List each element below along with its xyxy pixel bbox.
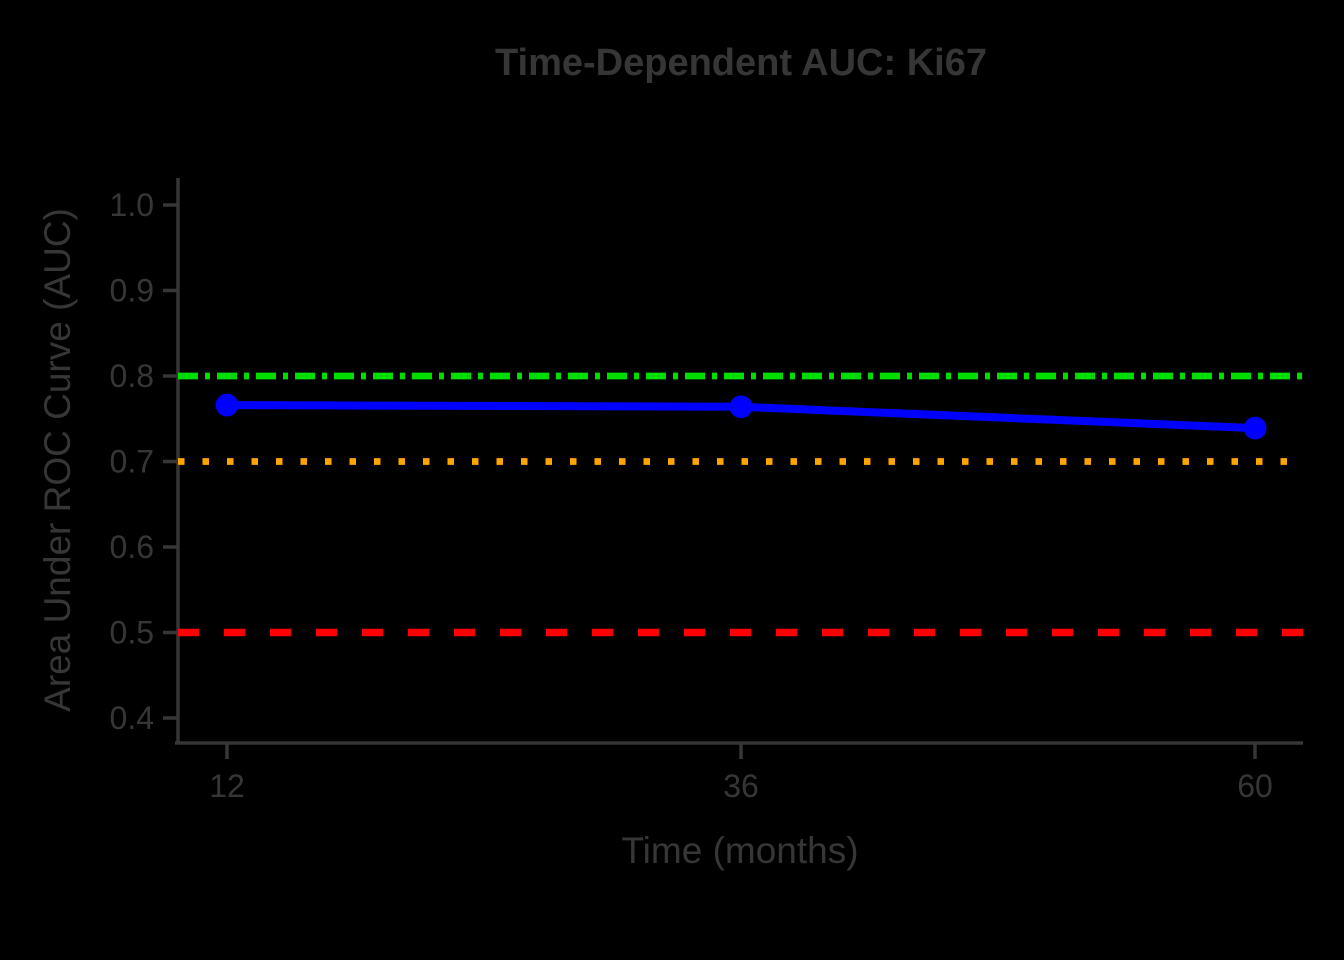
data-series (215, 393, 1267, 440)
y-tick-label: 0.8 (110, 358, 154, 394)
x-tick-label: 12 (209, 768, 245, 804)
y-tick-label: 0.6 (110, 529, 154, 565)
y-tick-label: 1.0 (110, 187, 154, 223)
y-tick-label: 0.5 (110, 615, 154, 651)
x-axis-title: Time (months) (621, 830, 858, 871)
chart-title: Time-Dependent AUC: Ki67 (495, 42, 987, 84)
y-axis-title: Area Under ROC Curve (AUC) (37, 208, 78, 712)
x-tick-label: 60 (1237, 768, 1273, 804)
data-point (729, 395, 753, 419)
x-tick-label: 36 (723, 768, 759, 804)
y-tick-label: 0.4 (110, 700, 154, 736)
y-tick-label: 0.9 (110, 273, 154, 309)
data-point (215, 393, 239, 417)
y-tick-label: 0.7 (110, 444, 154, 480)
data-point (1243, 416, 1267, 440)
reference-lines (178, 372, 1303, 637)
axes: 1.0 0.9 0.8 0.7 0.6 0.5 0.4 12 36 60 (110, 178, 1303, 804)
